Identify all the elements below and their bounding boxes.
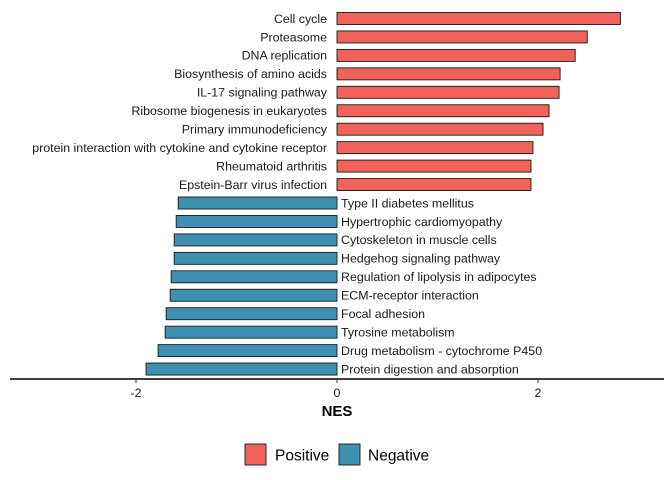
x-axis-title: NES — [322, 403, 353, 420]
bars-layer — [145, 12, 621, 376]
category-label: Ribosome biogenesis in eukaryotes — [131, 104, 327, 118]
category-label: Drug metabolism - cytochrome P450 — [341, 344, 542, 358]
bar-negative — [157, 344, 338, 358]
category-label: Biosynthesis of amino acids — [174, 67, 327, 81]
legend-key-negative — [338, 443, 361, 466]
category-label: Primary immunodeficiency — [182, 123, 328, 137]
x-ticks-layer: -2 0 2 — [130, 379, 542, 400]
bar-negative — [177, 196, 338, 210]
legend: Positive Negative — [244, 443, 429, 466]
category-label: IL-17 signaling pathway — [197, 86, 328, 100]
bar-positive — [336, 30, 588, 44]
bar-negative — [173, 251, 338, 265]
bar-positive — [336, 141, 534, 155]
bar-positive — [336, 122, 544, 136]
legend-label-negative: Negative — [368, 448, 429, 465]
bar-negative — [145, 362, 338, 376]
category-label: Regulation of lipolysis in adipocytes — [341, 270, 537, 284]
bar-positive — [336, 85, 560, 99]
category-label: Cytoskeleton in muscle cells — [341, 233, 497, 247]
category-label: Cell cycle — [274, 12, 327, 26]
bar-negative — [165, 307, 338, 321]
bar-positive — [336, 48, 576, 62]
category-label: Type II diabetes mellitus — [341, 196, 474, 210]
category-label: Focal adhesion — [341, 307, 425, 321]
legend-label-positive: Positive — [275, 448, 329, 465]
category-label: Tyrosine metabolism — [341, 325, 455, 339]
category-label: Protein digestion and absorption — [341, 362, 519, 376]
bar-positive — [336, 12, 621, 25]
bar-negative — [173, 233, 338, 247]
category-label: protein interaction with cytokine and cy… — [32, 141, 327, 155]
category-label: Hypertrophic cardiomyopathy — [341, 215, 503, 229]
x-tick-label: 2 — [535, 386, 542, 400]
bar-negative — [170, 270, 338, 284]
bar-positive — [336, 159, 532, 173]
category-label: Epstein-Barr virus infection — [179, 178, 327, 192]
bar-positive — [336, 104, 550, 118]
bar-positive — [336, 67, 561, 81]
category-labels-layer: Cell cycle Proteasome DNA replication Biosy… — [32, 12, 542, 377]
category-label: ECM-receptor interaction — [341, 289, 479, 303]
category-label: DNA replication — [242, 49, 328, 63]
x-tick-label: -2 — [130, 386, 141, 400]
x-tick-label: 0 — [334, 386, 341, 400]
category-label: Hedgehog signaling pathway — [341, 252, 501, 266]
category-label: Rheumatoid arthritis — [216, 159, 327, 173]
bar-positive — [336, 178, 532, 192]
category-label: Proteasome — [260, 30, 327, 44]
bar-negative — [175, 214, 338, 228]
legend-key-positive — [244, 443, 267, 466]
bar-negative — [169, 288, 338, 302]
bar-negative — [164, 325, 338, 339]
